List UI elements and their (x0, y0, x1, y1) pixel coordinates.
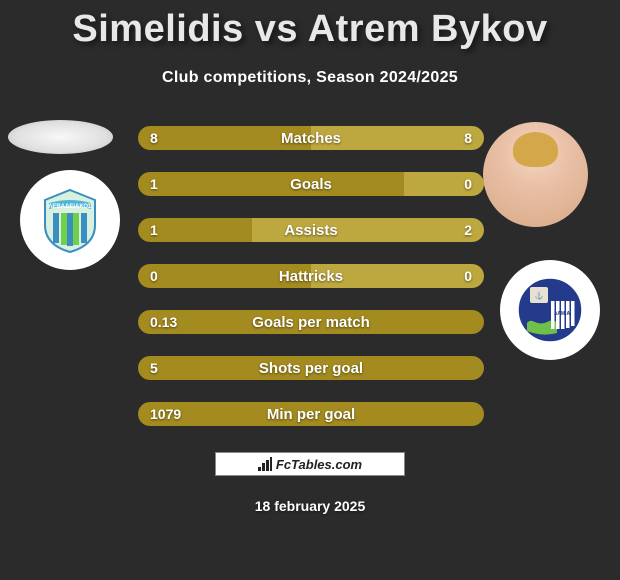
stat-right-value: 0 (464, 172, 472, 196)
page-subtitle: Club competitions, Season 2024/2025 (0, 69, 620, 87)
page-title: Simelidis vs Atrem Bykov (0, 0, 620, 51)
club-right-badge: ⚓ ΛΑΜΙΑ (500, 260, 600, 360)
stat-row-goals-per-match: 0.13 Goals per match (138, 310, 484, 334)
stat-label: Hattricks (138, 264, 484, 288)
chart-icon (258, 457, 272, 471)
stat-row-goals: 1 Goals 0 (138, 172, 484, 196)
stats-bars: 8 Matches 8 1 Goals 0 1 Assists 2 0 Hatt… (138, 126, 484, 448)
lamia-badge-icon: ⚓ ΛΑΜΙΑ (515, 275, 585, 345)
stat-label: Matches (138, 126, 484, 150)
stat-label: Goals (138, 172, 484, 196)
stat-row-hattricks: 0 Hattricks 0 (138, 264, 484, 288)
stat-row-min-per-goal: 1079 Min per goal (138, 402, 484, 426)
stat-label: Assists (138, 218, 484, 242)
stat-label: Min per goal (138, 402, 484, 426)
site-logo: FcTables.com (215, 452, 405, 476)
club-left-badge: ΛΕΒΑΔΕΙΑΚΟΣ (20, 170, 120, 270)
site-name: FcTables.com (276, 457, 362, 472)
stat-row-matches: 8 Matches 8 (138, 126, 484, 150)
stat-label: Shots per goal (138, 356, 484, 380)
svg-text:ΛΕΒΑΔΕΙΑΚΟΣ: ΛΕΒΑΔΕΙΑΚΟΣ (48, 204, 92, 210)
player-right-avatar (483, 122, 588, 227)
svg-text:ΛΑΜΙΑ: ΛΑΜΙΑ (554, 311, 571, 317)
stat-right-value: 0 (464, 264, 472, 288)
svg-text:⚓: ⚓ (535, 291, 544, 300)
levadiakos-badge-icon: ΛΕΒΑΔΕΙΑΚΟΣ (35, 185, 105, 255)
stat-row-assists: 1 Assists 2 (138, 218, 484, 242)
player-left-avatar (8, 120, 113, 154)
footer-date: 18 february 2025 (0, 498, 620, 514)
stat-right-value: 8 (464, 126, 472, 150)
stat-row-shots-per-goal: 5 Shots per goal (138, 356, 484, 380)
stat-label: Goals per match (138, 310, 484, 334)
stat-right-value: 2 (464, 218, 472, 242)
